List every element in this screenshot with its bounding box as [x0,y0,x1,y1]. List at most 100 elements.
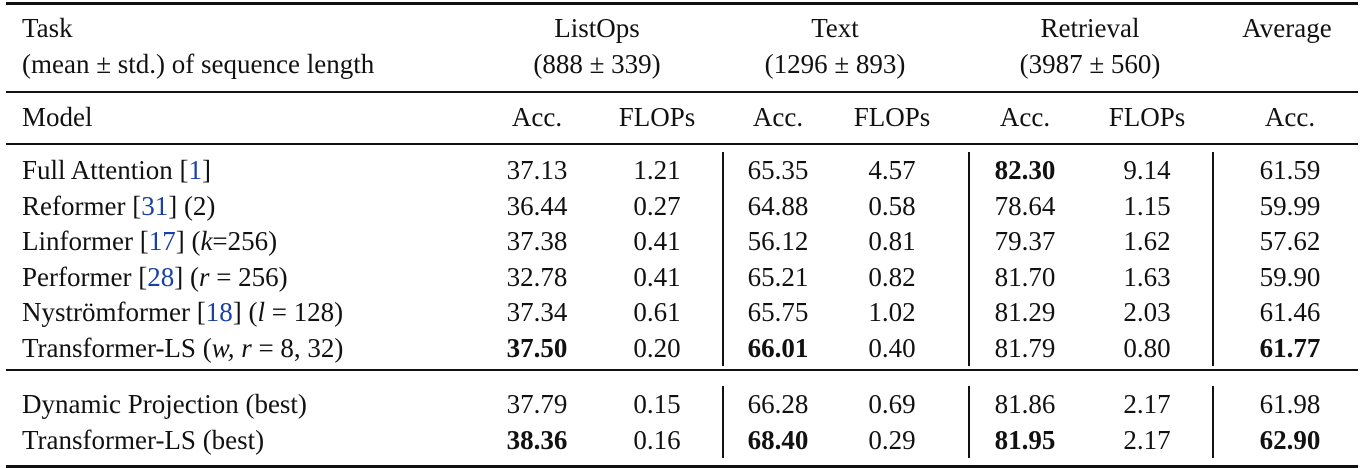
cell-value: 0.41 [633,226,681,256]
cell-value: 0.16 [633,424,681,455]
model-text: = 128) [264,297,344,327]
cell-value: 38.36 [506,424,568,455]
cell-value: 82.30 [994,155,1056,185]
cell-value: 1.63 [1123,261,1171,292]
column-label: Acc. [752,102,804,132]
model-text: Performer [ [22,261,148,292]
cell-value: 0.29 [868,424,916,455]
cell-value: 1.02 [868,297,916,327]
cell-value: 9.14 [1123,155,1171,185]
model-text: ] (2) [168,190,216,221]
model-text: Dynamic Projection (best) [22,389,307,419]
cell-value: 2.03 [1123,297,1171,327]
cell-value: 2.17 [1123,424,1171,455]
cell-value: 37.38 [506,226,568,256]
cell-value: 57.62 [1259,226,1321,256]
header-lengths: (888 ± 339) [533,49,661,79]
cell-value: 0.80 [1123,332,1171,363]
cell-value: 0.69 [868,389,916,419]
cell-value: 61.98 [1259,389,1321,419]
header-group: ListOps [554,13,640,43]
header-group: Average [1242,13,1332,43]
model-name: Reformer [31] (2) [22,190,215,222]
cell-value: 1.21 [633,155,681,185]
cell-value: 1.15 [1123,190,1171,221]
column-label: Model [22,102,93,132]
model-text: l [257,297,265,327]
cell-value: 1.62 [1123,226,1171,256]
model-name: Transformer-LS (w, r = 8, 32) [22,332,343,364]
cell-value: 68.40 [747,424,809,455]
model-text: ] [202,155,212,185]
model-text: Full Attention [ [22,155,189,185]
model-name: Performer [28] (r = 256) [22,261,288,293]
model-text: w, r [211,332,252,363]
cell-value: 59.99 [1259,190,1321,221]
cell-value: 65.35 [747,155,809,185]
model-text: Linformer [ [22,226,149,256]
model-text: Nyströmformer [ [22,297,206,327]
rule [6,91,1358,93]
model-name: Nyströmformer [18] (l = 128) [22,296,343,328]
cell-value: 36.44 [506,190,568,221]
model-name: Dynamic Projection (best) [22,388,307,420]
cell-value: 0.41 [633,261,681,292]
model-text: Transformer-LS ( [22,332,212,363]
cell-value: 37.34 [506,297,568,327]
header-task: (mean ± std.) of sequence length [22,49,375,79]
cell-value: 61.77 [1259,332,1321,363]
header-lengths: (1296 ± 893) [764,49,906,79]
column-divider [968,386,970,458]
citation[interactable]: 28 [147,261,175,292]
citation[interactable]: 1 [188,155,203,185]
cell-value: 0.40 [868,332,916,363]
column-divider [722,386,724,458]
cell-value: 0.27 [633,190,681,221]
model-text: = 256) [209,261,288,292]
cell-value: 81.70 [994,261,1056,292]
citation[interactable]: 18 [205,297,233,327]
cell-value: 81.79 [994,332,1056,363]
cell-value: 61.46 [1259,297,1321,327]
header-lengths: (3987 ± 560) [1019,49,1161,79]
cell-value: 66.28 [747,389,809,419]
cell-value: 81.86 [994,389,1056,419]
cell-value: 37.79 [506,389,568,419]
rule [6,143,1358,145]
model-text: r [198,261,210,292]
cell-value: 79.37 [994,226,1056,256]
cell-value: 81.95 [994,424,1056,455]
model-name: Transformer-LS (best) [22,424,264,456]
citation[interactable]: 31 [141,190,169,221]
cell-value: 81.29 [994,297,1056,327]
model-text: ] ( [174,261,199,292]
cell-value: 59.90 [1259,261,1321,292]
column-label: Acc. [999,102,1051,132]
model-name: Linformer [17] (k=256) [22,225,277,257]
column-divider [1212,386,1214,458]
column-divider [968,152,970,366]
column-label: FLOPs [1108,102,1186,132]
cell-value: 4.57 [868,155,916,185]
column-divider [1212,152,1214,366]
model-text: =256) [212,226,278,256]
rule [6,465,1358,468]
cell-value: 0.15 [633,389,681,419]
cell-value: 66.01 [747,332,809,363]
column-divider [722,152,724,366]
cell-value: 0.58 [868,190,916,221]
model-text: Reformer [ [22,190,142,221]
cell-value: 56.12 [747,226,809,256]
cell-value: 0.20 [633,332,681,363]
cell-value: 65.75 [747,297,809,327]
cell-value: 0.82 [868,261,916,292]
model-text: Transformer-LS (best) [22,424,265,455]
model-text: ] ( [232,297,258,327]
rule [6,2,1358,5]
citation[interactable]: 17 [148,226,176,256]
rule [6,369,1358,371]
column-label: Acc. [1264,102,1316,132]
header-task: Task [22,13,73,43]
model-name: Full Attention [1] [22,154,211,186]
